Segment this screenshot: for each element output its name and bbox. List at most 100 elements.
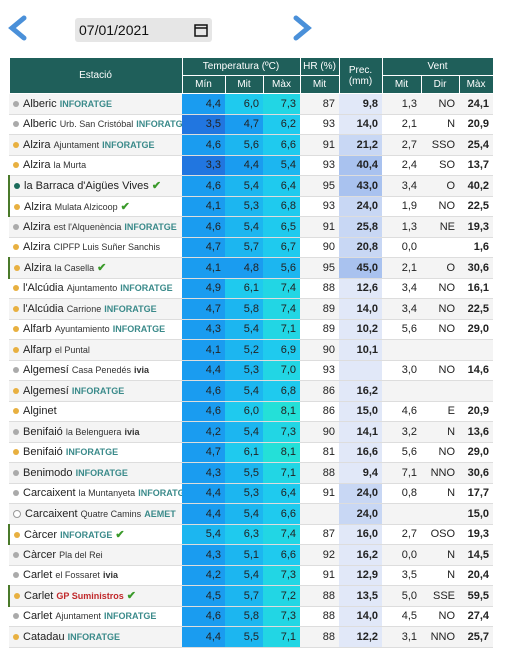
next-day[interactable]: [292, 14, 314, 42]
date-input[interactable]: 07/01/2021: [75, 18, 212, 42]
value-cell: N: [421, 114, 460, 135]
value-cell: 4,4: [182, 360, 225, 381]
station-row[interactable]: Alginet 4,6 6,0 8,1 86 15,0 4,6 E 20,9: [9, 401, 494, 422]
value-cell: 30,6: [459, 462, 494, 484]
value-cell: 3,4: [382, 298, 422, 320]
value-cell: 13,7: [459, 155, 494, 176]
station-row[interactable]: Benimodo INFORATGE 4,3 5,5 7,1 88 9,4 7,1 NNO 30…: [9, 462, 494, 484]
value-cell: 5,6: [225, 134, 263, 156]
source-badge: ivia: [124, 426, 140, 437]
value-cell: 0,0: [382, 237, 422, 258]
value-cell: SSE: [421, 585, 460, 607]
value-cell: 10,2: [339, 319, 383, 340]
station-row[interactable]: Carcaixent la Muntanyeta INFORATGE4,45,3…: [9, 483, 494, 504]
station-cell: Alzira Mulata Alzicoop ✔: [8, 196, 182, 217]
source-badge: INFORATGE: [67, 631, 120, 642]
value-cell: 25,4: [459, 134, 494, 156]
value-cell: OSO: [421, 524, 460, 545]
value-cell: N: [421, 544, 460, 566]
station-cell: Benimodo INFORATGE: [9, 462, 182, 484]
value-cell: 4,6: [182, 134, 225, 156]
source-badge: INFORATGE: [60, 529, 113, 540]
station-detail: CIPFP Luis Suñer Sanchis: [53, 242, 160, 253]
station-row[interactable]: Alzira Ajuntament INFORATGE 4,6 5,6 6,6 91 21…: [9, 134, 494, 156]
value-cell: 4,6: [182, 216, 225, 238]
source-badge: INFORATGE: [104, 611, 157, 622]
value-cell: 4,7: [225, 114, 263, 135]
value-cell: 6,0: [225, 93, 263, 115]
station-row[interactable]: Alfarp el Puntal 4,1 5,2 6,9 90 10,1: [9, 339, 494, 361]
value-cell: 14,5: [459, 544, 494, 566]
stations-table: Estació Temperatura (ºC) HR (%) Prec. (mm) V…: [8, 57, 494, 648]
station-row[interactable]: Càrcer INFORATGE ✔ 5,4 6,3 7,4 87 16,0 2,7 OSO 19…: [8, 524, 494, 545]
station-row[interactable]: Carcaixent Quatre Camins AEMET 4,4 5,4 6,6 2…: [9, 503, 494, 525]
value-cell: 5,6: [382, 442, 422, 463]
station-row[interactable]: Alzira CIPFP Luis Suñer Sanchis 4,7 5,7 6,7…: [9, 237, 494, 258]
station-row[interactable]: Càrcer Pla del Rei 4,3 5,1 6,6 92 16,2 0,0 N 14,…: [9, 544, 494, 566]
source-badge: INFORATGE: [104, 303, 157, 314]
subheader: Màx: [458, 75, 494, 94]
station-row[interactable]: Benifaió la Belenguera ivia 4,2 5,4 7,3 90 14…: [9, 421, 494, 443]
value-cell: 1,3: [382, 93, 422, 115]
station-cell: Carlet Ajuntament INFORATGE: [9, 606, 182, 627]
station-row[interactable]: Algemesí INFORATGE 4,6 5,4 6,8 86 16,2: [9, 380, 494, 402]
value-cell: 40,4: [339, 155, 383, 176]
value-cell: 19,3: [459, 524, 494, 545]
station-cell: Alzira la Casella ✔: [8, 257, 182, 279]
value-cell: 7,4: [263, 278, 301, 299]
station-cell: Càrcer Pla del Rei: [9, 544, 182, 566]
status-dot: [13, 346, 19, 353]
station-name: Carlet: [23, 610, 53, 623]
station-row[interactable]: Catadau INFORATGE 4,4 5,5 7,1 88 12,2 3,1 NNO 25…: [9, 626, 494, 648]
source-badge: AEMET: [144, 508, 176, 519]
station-row[interactable]: la Barraca d'Aigües Vives ✔ 4,6 5,4 6,4 95 43,…: [8, 175, 494, 197]
value-cell: 16,2: [339, 380, 383, 402]
station-row[interactable]: Alfarb Ayuntamiento INFORATGE 4,3 5,4 7,1 89…: [9, 319, 494, 340]
station-name: Alberic: [23, 118, 57, 131]
station-name: Alzira: [24, 200, 52, 213]
value-cell: 4,1: [182, 257, 225, 279]
station-row[interactable]: Carlet Ajuntament INFORATGE 4,6 5,8 7,3 88 14…: [9, 606, 494, 627]
status-dot: [13, 223, 19, 230]
station-cell: l'Alcúdia Carrione INFORATGE: [9, 298, 182, 320]
value-cell: 90: [300, 421, 340, 443]
station-row[interactable]: Carlet el Fossaret ivia 4,2 5,4 7,3 91 12,9 3,…: [9, 565, 494, 586]
value-cell: 88: [300, 626, 340, 648]
calendar-icon[interactable]: [194, 23, 208, 37]
station-row[interactable]: l'Alcúdia Ajuntamento INFORATGE 4,9 6,1 7,4…: [9, 278, 494, 299]
value-cell: 87: [300, 524, 340, 545]
value-cell: 4,9: [182, 278, 225, 299]
station-row[interactable]: Benifaió INFORATGE 4,7 6,1 8,1 81 16,6 5,6 NO 29…: [9, 442, 494, 463]
value-cell: O: [421, 257, 460, 279]
station-row[interactable]: Algemesí Casa Penedés ivia 4,4 5,3 7,0 93 3,0…: [9, 360, 494, 381]
station-detail: est l'Alquenència: [53, 221, 122, 232]
value-cell: 7,4: [263, 524, 301, 545]
station-cell: Algemesí INFORATGE: [9, 380, 182, 402]
station-name: l'Alcúdia: [23, 282, 64, 295]
station-cell: Alzira CIPFP Luis Suñer Sanchis: [9, 237, 182, 258]
station-row[interactable]: Alzira Mulata Alzicoop ✔ 4,1 5,3 6,8 93 24,0 1,…: [8, 196, 494, 217]
station-row[interactable]: Carlet GP Suministros ✔ 4,5 5,7 7,2 88 13,5 5,0…: [8, 585, 494, 607]
value-cell: 3,0: [382, 360, 422, 381]
station-row[interactable]: Alzira la Murta 3,3 4,4 5,4 93 40,4 2,4 SO 13,7: [9, 155, 494, 176]
value-cell: 0,0: [382, 544, 422, 566]
station-row[interactable]: Alzira la Casella ✔ 4,1 4,8 5,6 95 45,0 2,1 O 30,…: [8, 257, 494, 279]
station-row[interactable]: Alberic INFORATGE 4,4 6,0 7,3 87 9,8 1,3 NO 24,1: [9, 93, 494, 115]
status-dot: [14, 265, 20, 272]
value-cell: N: [421, 421, 460, 443]
station-name: Benifaió: [23, 425, 63, 438]
value-cell: NO: [421, 606, 460, 627]
station-row[interactable]: Alzira est l'Alquenència INFORATGE 4,6 5,4…: [9, 216, 494, 238]
value-cell: 16,0: [339, 524, 383, 545]
value-cell: 6,0: [225, 401, 263, 422]
station-row[interactable]: l'Alcúdia Carrione INFORATGE 4,7 5,8 7,4 89 1…: [9, 298, 494, 320]
prev-day[interactable]: [6, 14, 28, 42]
station-detail: el Fossaret: [55, 570, 100, 581]
station-row[interactable]: Alberic Urb. San Cristóbal INFORATGE3,54…: [9, 114, 494, 135]
source-badge: ivia: [103, 570, 119, 581]
value-cell: [300, 503, 340, 525]
status-dot: [14, 593, 20, 600]
station-detail: el Puntal: [54, 344, 90, 355]
value-cell: 5,8: [225, 606, 263, 627]
value-cell: 5,3: [225, 360, 263, 381]
